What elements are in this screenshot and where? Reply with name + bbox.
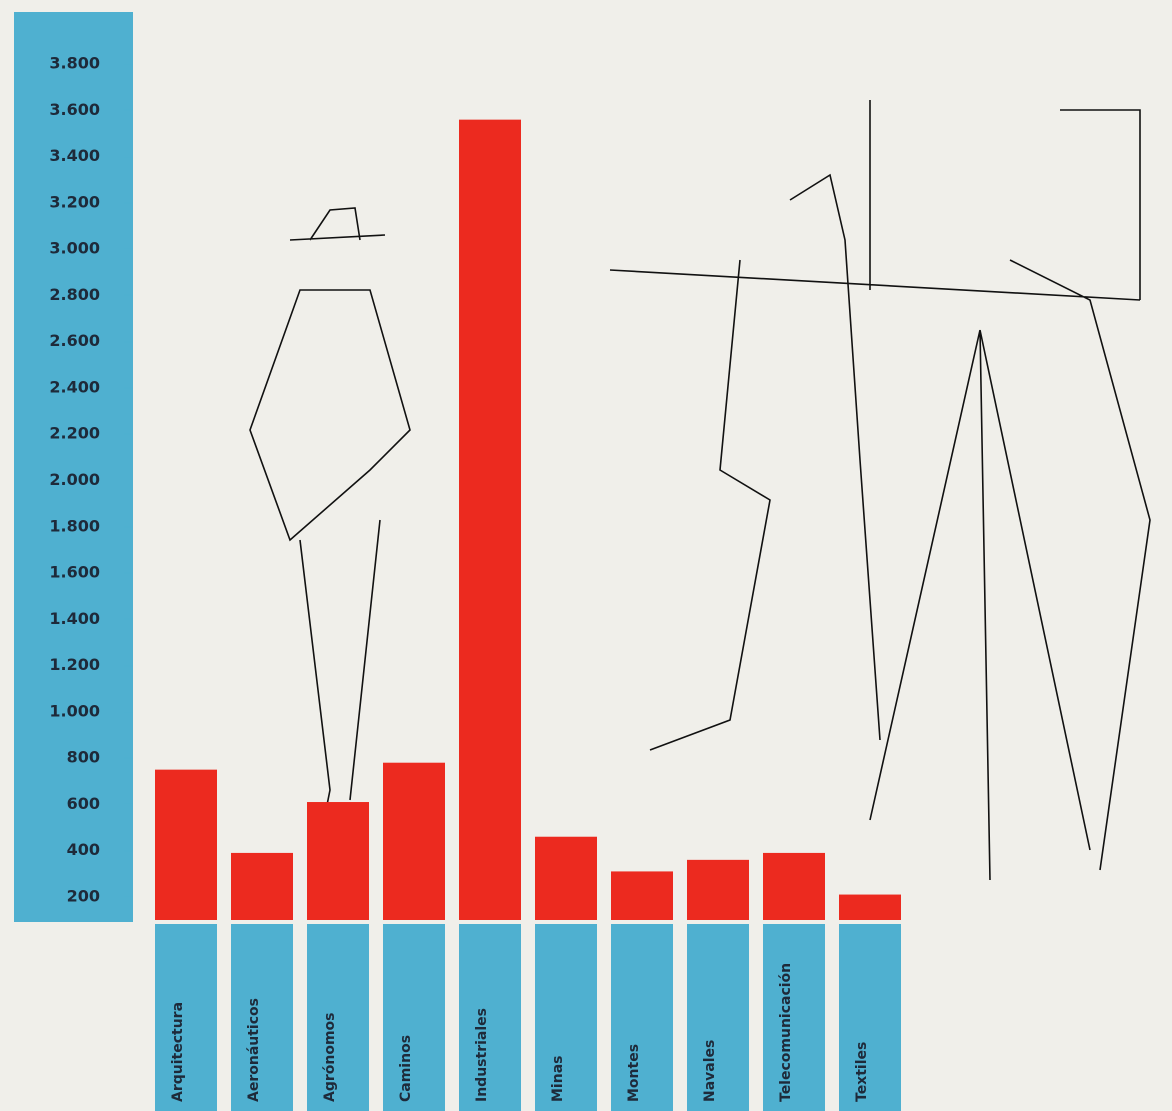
x-tick-label: Industriales <box>474 1008 490 1102</box>
x-tick-label: Caminos <box>398 1035 414 1102</box>
bar <box>687 859 749 920</box>
category-box <box>839 924 901 1111</box>
category-box <box>231 924 293 1111</box>
category-box <box>307 924 369 1111</box>
category-box <box>611 924 673 1111</box>
y-tick-label: 400 <box>67 840 100 859</box>
illustration <box>249 100 1151 881</box>
y-tick-label: 600 <box>67 794 100 813</box>
y-tick-label: 2.800 <box>49 285 100 304</box>
x-tick-label: Arquitectura <box>170 1002 186 1102</box>
x-tick-label: Montes <box>626 1044 642 1102</box>
x-tick-label: Telecomunicación <box>778 963 794 1102</box>
y-tick-label: 2.600 <box>49 331 100 350</box>
bar <box>155 769 217 920</box>
category-box <box>155 924 217 1111</box>
y-tick-label: 3.200 <box>49 192 100 211</box>
y-tick-label: 1.800 <box>49 516 100 535</box>
y-tick-label: 1.000 <box>49 701 100 720</box>
y-tick-label: 2.200 <box>49 424 100 443</box>
category-box <box>763 924 825 1111</box>
x-tick-label: Minas <box>550 1056 566 1102</box>
bar <box>231 852 293 920</box>
x-tick-label: Navales <box>702 1040 718 1102</box>
bar <box>459 119 521 921</box>
category-box <box>687 924 749 1111</box>
bar <box>839 894 901 920</box>
axis-panel <box>14 12 133 922</box>
y-tick-label: 800 <box>67 748 100 767</box>
y-tick-label: 3.000 <box>49 239 100 258</box>
y-tick-label: 3.400 <box>49 146 100 165</box>
y-tick-label: 200 <box>67 886 100 905</box>
bar <box>763 852 825 920</box>
y-tick-label: 3.800 <box>49 54 100 73</box>
y-tick-label: 1.200 <box>49 655 100 674</box>
y-tick-label: 2.400 <box>49 377 100 396</box>
y-tick-label: 1.400 <box>49 609 100 628</box>
category-box <box>459 924 521 1111</box>
y-tick-label: 3.600 <box>49 100 100 119</box>
bar <box>307 802 369 920</box>
y-tick-label: 2.000 <box>49 470 100 489</box>
x-tick-label: Agrónomos <box>322 1012 338 1102</box>
bar <box>535 836 597 920</box>
x-tick-label: Textiles <box>854 1042 870 1102</box>
category-box <box>535 924 597 1111</box>
category-box <box>383 924 445 1111</box>
bar <box>611 871 673 920</box>
bar <box>383 762 445 920</box>
x-tick-label: Aeronáuticos <box>246 998 262 1102</box>
y-tick-label: 1.600 <box>49 563 100 582</box>
